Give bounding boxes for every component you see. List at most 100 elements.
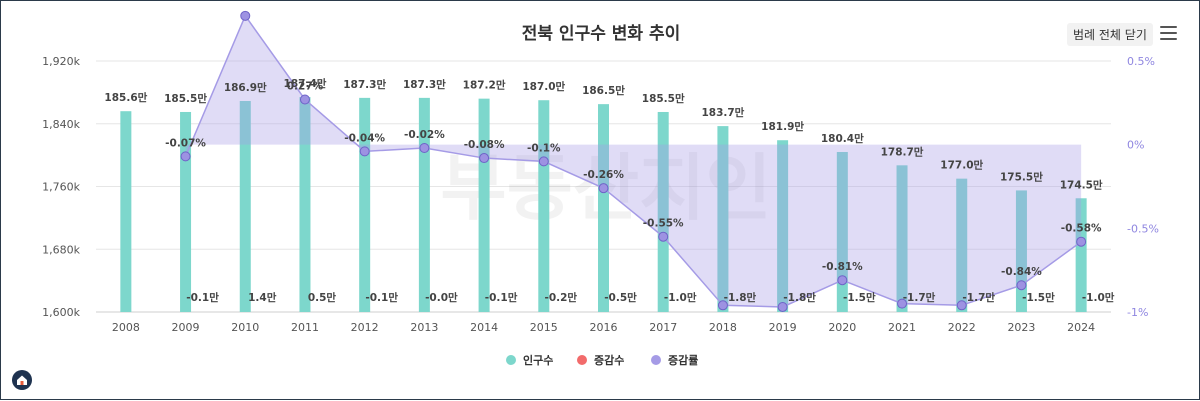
population-label: 186.5만 — [582, 84, 625, 97]
menu-icon[interactable] — [1160, 26, 1177, 40]
home-icon[interactable] — [12, 370, 32, 390]
x-tick-label: 2009 — [172, 321, 200, 334]
change-label: -1.7만 — [962, 291, 995, 304]
rate-label: -0.02% — [404, 129, 445, 141]
rate-point — [240, 10, 251, 21]
population-bar — [1015, 190, 1027, 312]
population-bar — [896, 165, 908, 312]
rate-label: -0.58% — [1061, 223, 1102, 235]
change-label: -1.7만 — [903, 291, 936, 304]
rate-point — [777, 301, 788, 312]
x-tick-label: 2021 — [888, 321, 916, 334]
rate-line — [184, 14, 1082, 308]
population-bar — [777, 140, 789, 312]
x-tick-label: 2019 — [769, 321, 797, 334]
rate-label: -0.07% — [165, 137, 206, 149]
x-tick-label: 2013 — [410, 321, 438, 334]
rate-point — [1076, 236, 1087, 247]
x-tick-label: 2022 — [948, 321, 976, 334]
population-label: 185.5만 — [642, 92, 685, 105]
rate-point — [180, 151, 191, 162]
rate-label: -0.26% — [583, 169, 624, 181]
legend-label: 증감률 — [668, 353, 698, 367]
change-label: 1.4만 — [248, 291, 277, 304]
x-tick-label: 2010 — [231, 321, 259, 334]
population-label: 185.6만 — [104, 91, 147, 104]
rate-label: -0.84% — [1001, 266, 1042, 278]
x-tick-label: 2020 — [828, 321, 856, 334]
legend-label: 인구수 — [523, 353, 553, 367]
change-label: -0.1만 — [485, 291, 518, 304]
change-label: -0.1만 — [365, 291, 398, 304]
population-bar — [180, 111, 192, 312]
y-left-tick-label: 1,920k — [42, 55, 80, 68]
population-label: 177.0만 — [940, 159, 983, 172]
population-label: 175.5만 — [1000, 170, 1043, 183]
x-tick-label: 2011 — [291, 321, 319, 334]
rate-point — [717, 300, 728, 311]
rate-point — [299, 94, 310, 105]
rate-point — [837, 275, 848, 286]
rate-point — [897, 298, 908, 309]
y-right-tick-label: -1% — [1127, 306, 1148, 319]
rate-point — [419, 143, 430, 154]
change-label: -0.0만 — [425, 291, 458, 304]
rate-point — [658, 231, 669, 242]
population-bar — [717, 126, 729, 313]
population-bar — [478, 98, 490, 313]
population-bar — [598, 104, 609, 312]
population-label: 180.4만 — [821, 132, 864, 145]
population-bar — [1075, 198, 1087, 312]
change-label: -0.5만 — [604, 291, 637, 304]
population-bar — [956, 178, 968, 312]
y-right-tick-label: -0.5% — [1127, 222, 1159, 235]
rate-label: -0.55% — [643, 218, 684, 230]
rate-area — [185, 15, 1082, 307]
y-left-tick-label: 1,600k — [42, 306, 80, 319]
rate-label: -0.1% — [527, 142, 561, 154]
population-bar — [538, 100, 550, 312]
rate-label: -0.04% — [344, 132, 385, 144]
change-label: -0.2만 — [544, 291, 577, 304]
legend-marker — [506, 355, 516, 365]
y-right-tick-label: 0.5% — [1127, 55, 1155, 68]
x-tick-label: 2023 — [1007, 321, 1035, 334]
population-label: 187.4만 — [284, 77, 327, 90]
legend-marker — [651, 355, 661, 365]
population-bar — [299, 97, 311, 312]
rate-point — [1016, 280, 1027, 291]
x-tick-label: 2012 — [351, 321, 379, 334]
x-tick-label: 2008 — [112, 321, 140, 334]
y-right-tick-label: 0% — [1127, 139, 1144, 152]
y-left-tick-label: 1,760k — [42, 181, 80, 194]
change-label: -1.8만 — [783, 291, 816, 304]
rate-point — [956, 300, 967, 311]
rate-point — [538, 156, 549, 167]
x-tick-label: 2018 — [709, 321, 737, 334]
legend-marker — [577, 355, 587, 365]
x-tick-label: 2024 — [1067, 321, 1095, 334]
population-label: 187.3만 — [343, 78, 386, 91]
population-bar — [836, 151, 848, 312]
population-label: 183.7만 — [701, 106, 744, 119]
x-tick-label: 2016 — [590, 321, 618, 334]
change-label: -0.1만 — [186, 291, 219, 304]
change-label: -1.5만 — [1022, 291, 1055, 304]
population-bar — [359, 97, 371, 312]
population-label: 185.5만 — [164, 92, 207, 105]
change-label: 0.5만 — [308, 291, 337, 304]
x-tick-label: 2015 — [530, 321, 558, 334]
population-label: 181.9만 — [761, 120, 804, 133]
rate-label: -0.08% — [464, 139, 505, 151]
rate-point — [598, 183, 609, 194]
change-label: -1.8만 — [724, 291, 757, 304]
legend-label: 증감수 — [594, 353, 624, 367]
change-label: -1.0만 — [664, 291, 697, 304]
population-label: 187.0만 — [522, 80, 565, 93]
legend-toggle-button[interactable]: 범례 전체 닫기 — [1067, 23, 1153, 46]
rate-point — [479, 153, 490, 164]
population-label: 187.3만 — [403, 78, 446, 91]
population-label: 187.2만 — [463, 79, 506, 92]
